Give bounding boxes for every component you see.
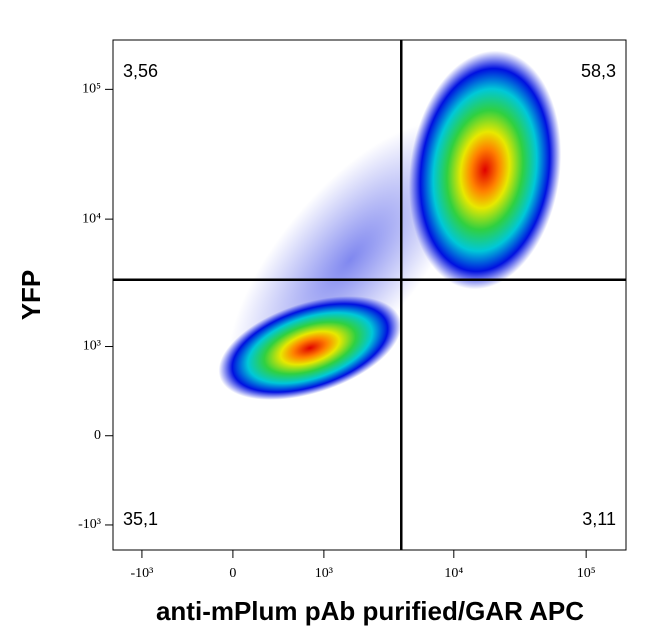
y-tick-label: 10⁴ bbox=[82, 211, 101, 226]
density-cloud bbox=[218, 50, 562, 400]
x-tick-label: -10³ bbox=[130, 566, 153, 581]
y-tick-label: 10³ bbox=[83, 339, 101, 354]
x-tick-label: 10⁵ bbox=[577, 566, 596, 581]
y-axis-title: YFP bbox=[16, 270, 46, 321]
quadrant-percent: 3,56 bbox=[123, 61, 158, 81]
x-tick-label: 10³ bbox=[315, 566, 333, 581]
quadrant-percent: 3,11 bbox=[582, 509, 616, 529]
x-axis-title: anti-mPlum pAb purified/GAR APC bbox=[156, 596, 584, 626]
quadrant-percent: 35,1 bbox=[123, 509, 158, 529]
quadrant-percent: 58,3 bbox=[581, 61, 616, 81]
x-tick-label: 10⁴ bbox=[444, 566, 463, 581]
x-tick-label: 0 bbox=[229, 566, 236, 581]
y-tick-label: 10⁵ bbox=[82, 82, 101, 97]
y-tick-label: 0 bbox=[94, 428, 101, 443]
y-tick-label: -10³ bbox=[78, 517, 101, 532]
